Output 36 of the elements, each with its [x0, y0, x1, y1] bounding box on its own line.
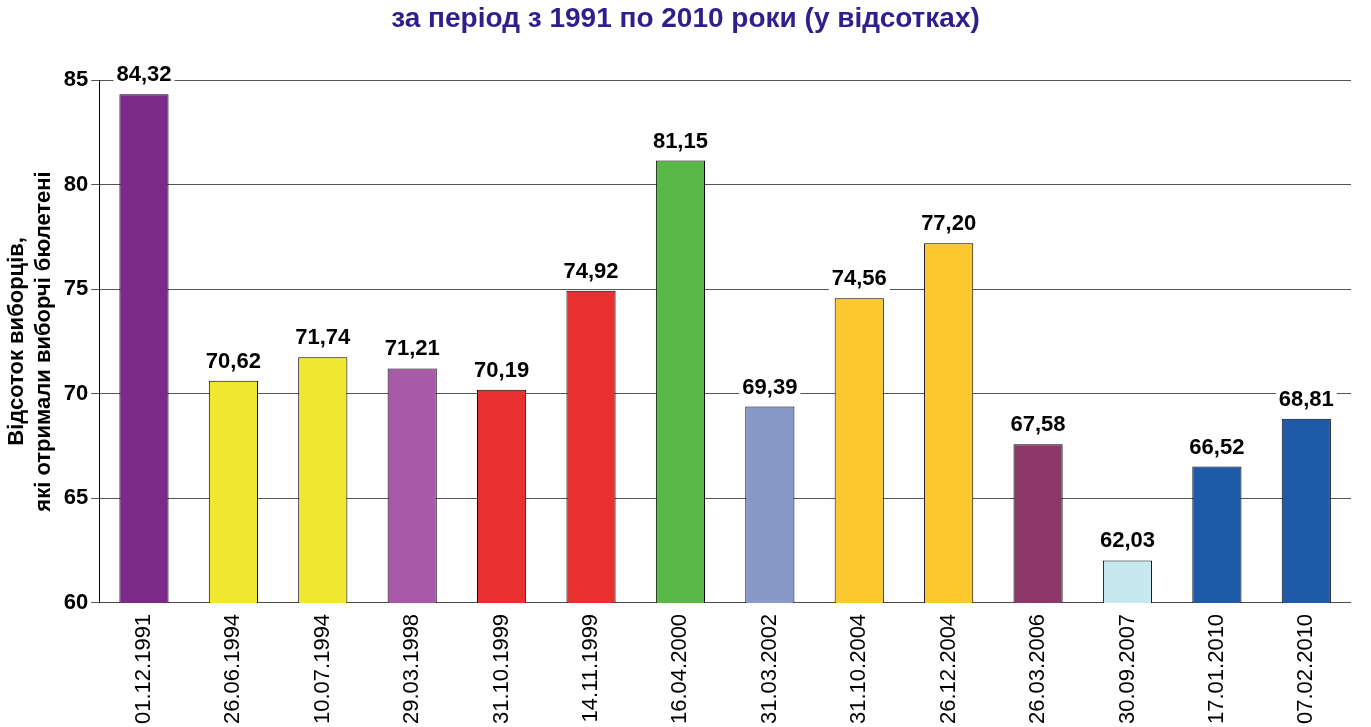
data-label: 81,15 — [652, 127, 708, 153]
x-tick-label: 31.10.2004 — [845, 613, 871, 724]
data-label: 70,62 — [205, 347, 261, 373]
data-label: 62,03 — [1099, 527, 1156, 553]
x-tick-label: 31.10.1999 — [487, 613, 513, 724]
data-label: 70,19 — [474, 356, 530, 382]
data-label: 66,52 — [1189, 433, 1245, 459]
y-tick-label: 65 — [63, 484, 89, 510]
x-tick-label: 26.06.1994 — [219, 613, 245, 724]
x-tick-label: 14.11.1999 — [577, 613, 603, 723]
data-label: 68,81 — [1278, 385, 1334, 411]
x-tick-label: 30.09.2007 — [1113, 613, 1139, 724]
x-tick-label: 10.07.1994 — [308, 613, 334, 724]
y-tick-label: 80 — [63, 170, 89, 196]
data-label: 74,92 — [563, 257, 619, 283]
data-label: 77,20 — [921, 210, 977, 236]
x-tick-label: 01.12.1991 — [130, 613, 156, 724]
x-tick-label: 17.01.2010 — [1202, 613, 1228, 724]
y-tick-label: 75 — [63, 275, 89, 301]
x-tick-label: 07.02.2010 — [1292, 613, 1318, 724]
data-label: 67,58 — [1010, 411, 1066, 437]
x-tick-label: 26.03.2006 — [1024, 613, 1050, 724]
data-label: 71,74 — [295, 324, 352, 350]
chart-title: за період з 1991 по 2010 роки (у відсотках) — [390, 2, 981, 34]
data-label: 74,56 — [831, 265, 887, 291]
x-tick-label: 16.04.2000 — [666, 613, 692, 724]
x-tick-label: 29.03.1998 — [398, 613, 424, 724]
y-tick-label: 60 — [63, 588, 89, 614]
y-tick-label: 85 — [63, 66, 89, 92]
data-label: 84,32 — [116, 61, 172, 87]
y-axis-title: Відсоток виборців, які отримали виборчі бюлетені — [3, 171, 55, 513]
data-label: 69,39 — [742, 373, 798, 399]
x-tick-label: 31.03.2002 — [755, 613, 781, 724]
data-label: 71,21 — [384, 335, 440, 361]
y-tick-label: 70 — [63, 379, 89, 405]
x-tick-label: 26.12.2004 — [934, 613, 960, 724]
